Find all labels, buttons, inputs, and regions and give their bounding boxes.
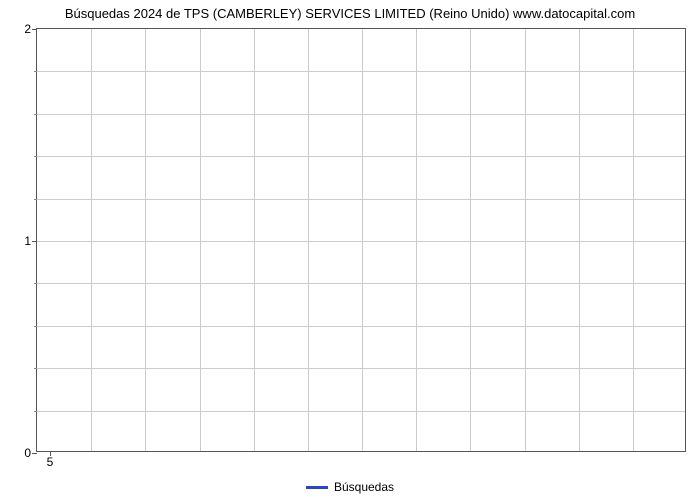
legend: Búsquedas <box>306 480 394 494</box>
gridline-horizontal-minor <box>37 156 685 157</box>
gridline-vertical <box>91 29 92 451</box>
gridline-horizontal-minor <box>37 326 685 327</box>
plot-area: 0125 <box>36 28 686 452</box>
legend-swatch <box>306 486 328 489</box>
gridline-horizontal <box>37 241 685 242</box>
gridline-vertical <box>525 29 526 451</box>
gridline-vertical <box>362 29 363 451</box>
gridline-vertical <box>633 29 634 451</box>
ytick-minor-mark <box>34 199 37 200</box>
gridline-horizontal-minor <box>37 283 685 284</box>
ytick-minor-mark <box>34 156 37 157</box>
ytick-label: 1 <box>24 234 31 248</box>
chart-container: Búsquedas 2024 de TPS (CAMBERLEY) SERVIC… <box>0 0 700 500</box>
chart-title: Búsquedas 2024 de TPS (CAMBERLEY) SERVIC… <box>0 6 700 21</box>
ytick-minor-mark <box>34 114 37 115</box>
ytick-mark <box>32 29 37 30</box>
ytick-minor-mark <box>34 283 37 284</box>
gridline-vertical <box>470 29 471 451</box>
ytick-minor-mark <box>34 411 37 412</box>
gridline-horizontal-minor <box>37 411 685 412</box>
legend-label: Búsquedas <box>334 480 394 494</box>
ytick-minor-mark <box>34 368 37 369</box>
ytick-minor-mark <box>34 71 37 72</box>
ytick-label: 0 <box>24 446 31 460</box>
gridline-vertical <box>200 29 201 451</box>
gridline-horizontal-minor <box>37 199 685 200</box>
gridline-vertical <box>145 29 146 451</box>
ytick-mark <box>32 453 37 454</box>
gridline-horizontal-minor <box>37 368 685 369</box>
gridline-vertical <box>579 29 580 451</box>
gridline-horizontal-minor <box>37 114 685 115</box>
ytick-minor-mark <box>34 326 37 327</box>
ytick-label: 2 <box>24 22 31 36</box>
xtick-label: 5 <box>47 455 54 469</box>
gridline-horizontal-minor <box>37 71 685 72</box>
ytick-mark <box>32 241 37 242</box>
gridline-vertical <box>308 29 309 451</box>
gridline-vertical <box>416 29 417 451</box>
gridline-vertical <box>254 29 255 451</box>
